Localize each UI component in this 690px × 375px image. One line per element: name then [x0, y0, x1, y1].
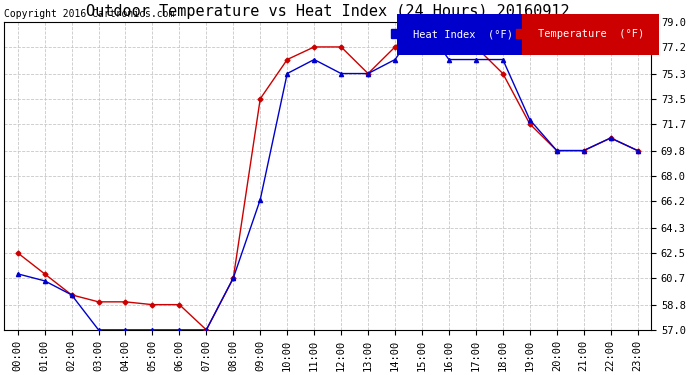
- Title: Outdoor Temperature vs Heat Index (24 Hours) 20160912: Outdoor Temperature vs Heat Index (24 Ho…: [86, 4, 569, 19]
- Legend: Heat Index  (°F), Temperature  (°F): Heat Index (°F), Temperature (°F): [388, 27, 646, 41]
- Text: Copyright 2016 Cartronics.com: Copyright 2016 Cartronics.com: [4, 9, 175, 19]
